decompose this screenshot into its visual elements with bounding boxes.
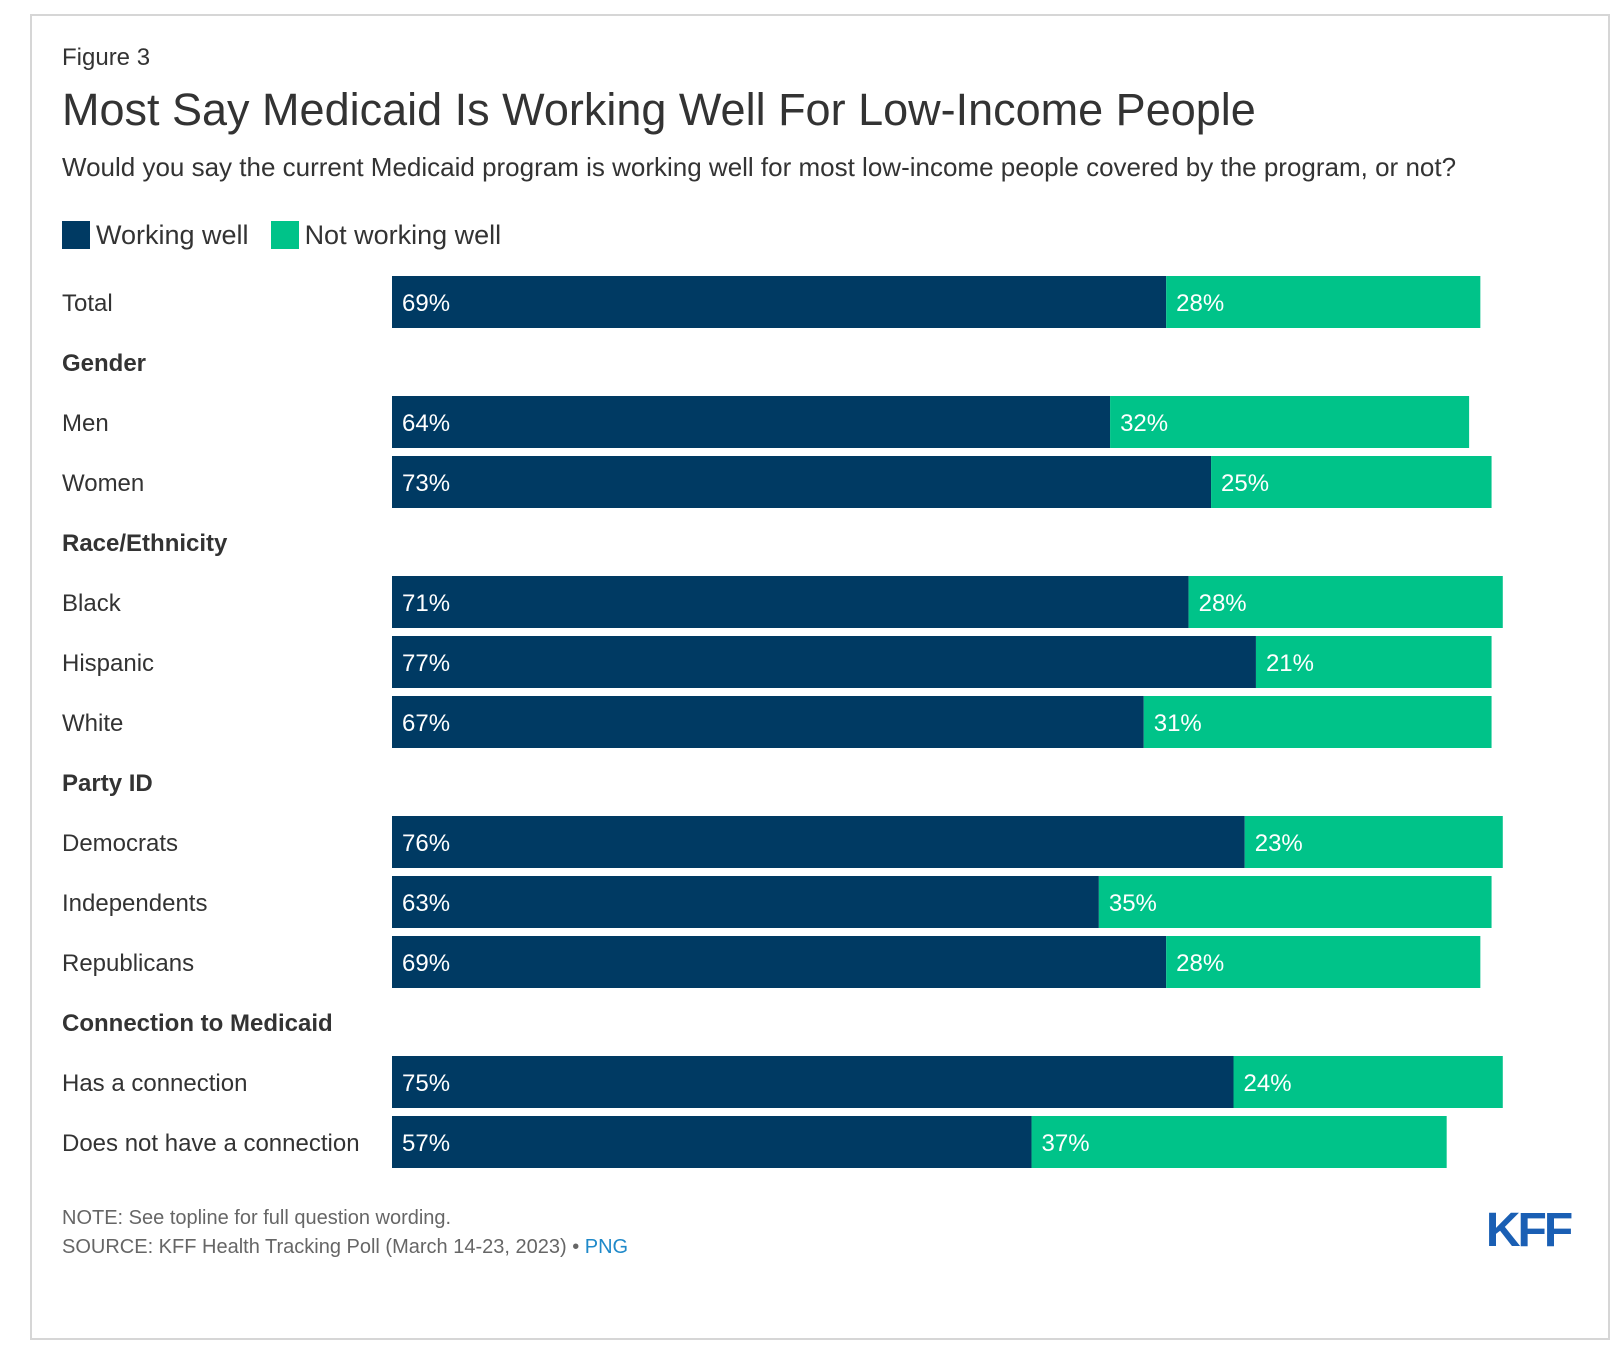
legend-item-working-well: Working well bbox=[62, 220, 249, 251]
bar-not-working-total bbox=[1166, 276, 1481, 328]
footer-source: SOURCE: KFF Health Tracking Poll (March … bbox=[62, 1236, 628, 1259]
row-label-does-not-have-a-connection: Does not have a connection bbox=[62, 1130, 360, 1157]
bar-not-working-women bbox=[1211, 456, 1492, 508]
group-header-race-ethnicity: Race/Ethnicity bbox=[62, 530, 228, 557]
footer-note: NOTE: See topline for full question word… bbox=[62, 1207, 452, 1229]
bar-working-republicans bbox=[392, 936, 1167, 988]
legend-item-not-working-well: Not working well bbox=[270, 219, 502, 251]
value-label-working-hispanic: 77% bbox=[402, 650, 450, 677]
row-label-hispanic: Hispanic bbox=[62, 650, 154, 677]
value-label-working-independents: 63% bbox=[402, 890, 450, 917]
value-label-not-working-democrats: 23% bbox=[1255, 830, 1303, 857]
bar-working-independents bbox=[392, 876, 1099, 928]
bar-working-does-not-have-a-connection bbox=[392, 1116, 1032, 1168]
bar-working-total bbox=[392, 276, 1167, 328]
legend-swatch-working-well bbox=[62, 221, 90, 249]
value-label-not-working-hispanic: 21% bbox=[1266, 650, 1314, 677]
legend-label-working-well: Working well bbox=[96, 219, 249, 250]
bar-working-has-a-connection bbox=[392, 1056, 1234, 1108]
bar-working-women bbox=[392, 456, 1212, 508]
bar-not-working-has-a-connection bbox=[1233, 1056, 1503, 1108]
value-label-working-democrats: 76% bbox=[402, 830, 450, 857]
value-label-not-working-independents: 35% bbox=[1109, 890, 1157, 917]
row-label-republicans: Republicans bbox=[62, 950, 194, 977]
bar-not-working-white bbox=[1143, 696, 1492, 748]
value-label-not-working-republicans: 28% bbox=[1176, 950, 1224, 977]
value-label-not-working-has-a-connection: 24% bbox=[1244, 1070, 1292, 1097]
legend-label-not-working-well: Not working well bbox=[304, 219, 502, 250]
group-header-party-id: Party ID bbox=[62, 770, 153, 797]
kff-logo: KFF bbox=[1486, 1204, 1575, 1252]
row-label-has-a-connection: Has a connection bbox=[62, 1070, 247, 1097]
chart-subtitle: Would you say the current Medicaid progr… bbox=[62, 152, 1457, 182]
legend: Working well Not working well bbox=[62, 218, 523, 252]
bar-working-hispanic bbox=[392, 636, 1256, 688]
bar-not-working-black bbox=[1188, 576, 1503, 628]
value-label-working-men: 64% bbox=[402, 410, 450, 437]
kff-logo-text: KFF bbox=[1486, 1204, 1572, 1252]
png-download-link[interactable]: PNG bbox=[584, 1236, 629, 1258]
source-text: SOURCE: KFF Health Tracking Poll (March … bbox=[62, 1236, 567, 1258]
row-label-men: Men bbox=[62, 410, 109, 437]
value-label-not-working-total: 28% bbox=[1176, 290, 1224, 317]
value-label-working-white: 67% bbox=[402, 710, 450, 737]
value-label-not-working-men: 32% bbox=[1120, 410, 1168, 437]
bar-not-working-hispanic bbox=[1255, 636, 1492, 688]
group-header-gender: Gender bbox=[62, 350, 146, 377]
chart-title: Most Say Medicaid Is Working Well For Lo… bbox=[62, 84, 1256, 135]
bar-not-working-independents bbox=[1098, 876, 1492, 928]
row-label-total: Total bbox=[62, 290, 113, 317]
group-header-connection-to-medicaid: Connection to Medicaid bbox=[62, 1010, 333, 1037]
value-label-working-republicans: 69% bbox=[402, 950, 450, 977]
value-label-working-women: 73% bbox=[402, 470, 450, 497]
legend-swatch-not-working-well bbox=[270, 221, 299, 249]
value-label-working-total: 69% bbox=[402, 290, 450, 317]
value-label-working-has-a-connection: 75% bbox=[402, 1070, 450, 1097]
row-label-women: Women bbox=[62, 470, 144, 497]
row-label-black: Black bbox=[62, 590, 122, 617]
value-label-working-black: 71% bbox=[402, 590, 450, 617]
figure-label: Figure 3 bbox=[62, 44, 151, 71]
bar-working-men bbox=[392, 396, 1111, 448]
bar-working-white bbox=[392, 696, 1144, 748]
row-label-independents: Independents bbox=[62, 890, 207, 917]
value-label-not-working-women: 25% bbox=[1221, 470, 1269, 497]
value-label-not-working-white: 31% bbox=[1154, 710, 1202, 737]
bar-working-democrats bbox=[392, 816, 1245, 868]
value-label-not-working-does-not-have-a-connection: 37% bbox=[1042, 1130, 1090, 1157]
bar-not-working-republicans bbox=[1166, 936, 1481, 988]
bar-not-working-men bbox=[1110, 396, 1470, 448]
bar-not-working-does-not-have-a-connection bbox=[1031, 1116, 1447, 1168]
bar-not-working-democrats bbox=[1244, 816, 1503, 868]
value-label-working-does-not-have-a-connection: 57% bbox=[402, 1130, 450, 1157]
bar-chart: Total 69% 28% Gender Men 64% 32% Women 73% 25% Rac… bbox=[62, 276, 1503, 1168]
row-label-white: White bbox=[62, 710, 123, 737]
row-label-democrats: Democrats bbox=[62, 830, 178, 857]
value-label-not-working-black: 28% bbox=[1199, 590, 1247, 617]
source-separator: • bbox=[566, 1236, 585, 1258]
bar-working-black bbox=[392, 576, 1189, 628]
